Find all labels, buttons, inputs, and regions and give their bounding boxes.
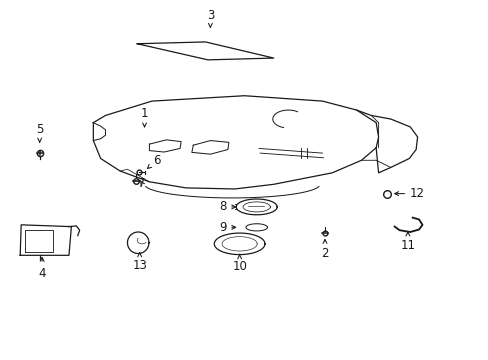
Text: 13: 13: [132, 253, 147, 272]
Text: 1: 1: [141, 107, 148, 127]
Text: 8: 8: [219, 201, 235, 213]
Text: 4: 4: [39, 257, 46, 280]
Text: 2: 2: [321, 239, 328, 260]
Text: 10: 10: [232, 255, 246, 273]
Text: 7: 7: [138, 177, 145, 190]
Text: 6: 6: [147, 154, 160, 168]
Text: 12: 12: [394, 187, 424, 200]
Text: 9: 9: [218, 221, 235, 234]
Text: 11: 11: [400, 232, 414, 252]
Text: 3: 3: [206, 9, 214, 27]
Text: 5: 5: [36, 123, 43, 142]
